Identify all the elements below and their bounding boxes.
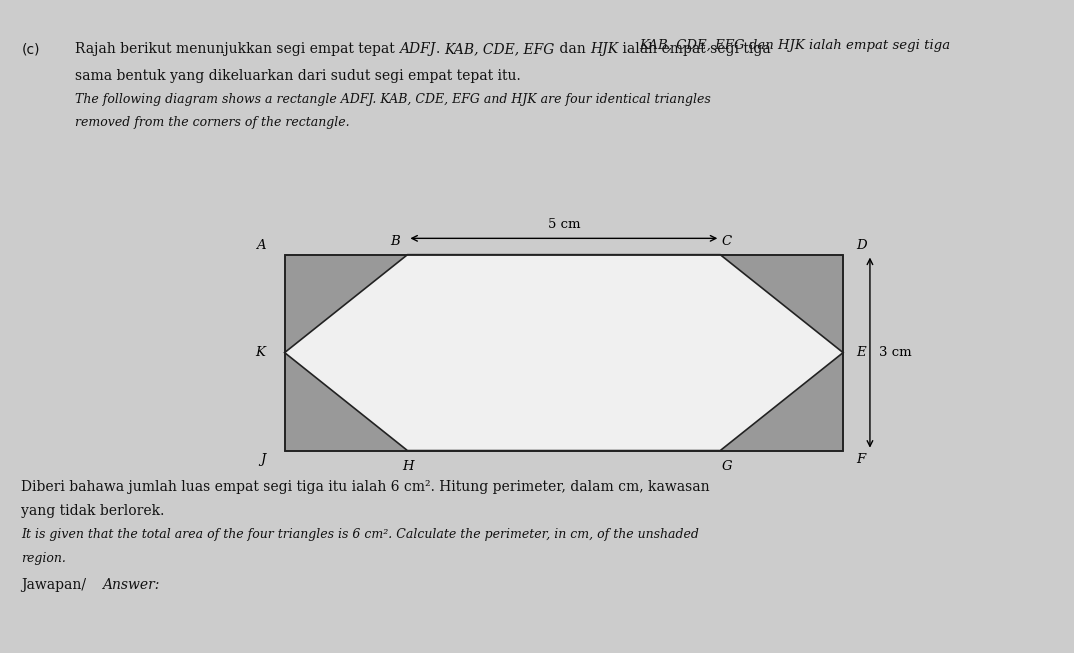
Text: D: D — [856, 239, 867, 252]
Text: 5 cm: 5 cm — [548, 217, 580, 231]
Text: (c): (c) — [21, 42, 40, 56]
Polygon shape — [285, 255, 843, 451]
Text: The following diagram shows a rectangle ADFJ. KAB, CDE, EFG and HJK are four ide: The following diagram shows a rectangle … — [75, 93, 711, 106]
Text: yang tidak berlorek.: yang tidak berlorek. — [21, 504, 164, 518]
Text: region.: region. — [21, 552, 67, 565]
Text: Jawapan/: Jawapan/ — [21, 578, 91, 592]
Text: dan: dan — [554, 42, 590, 56]
Text: .: . — [436, 42, 445, 56]
Text: K: K — [256, 346, 265, 359]
Text: Diberi bahawa jumlah luas empat segi tiga itu ialah 6 cm². Hitung perimeter, dal: Diberi bahawa jumlah luas empat segi tig… — [21, 480, 710, 494]
Text: ialah empat segi tiga: ialah empat segi tiga — [618, 42, 771, 56]
Text: E: E — [856, 346, 866, 359]
Text: J: J — [260, 453, 265, 466]
Text: B: B — [390, 235, 400, 248]
Text: HJK: HJK — [590, 42, 618, 56]
Text: F: F — [856, 453, 866, 466]
Text: ADFJ: ADFJ — [400, 42, 436, 56]
Text: Rajah berikut menunjukkan segi empat tepat: Rajah berikut menunjukkan segi empat tep… — [75, 42, 400, 56]
Text: removed from the corners of the rectangle.: removed from the corners of the rectangl… — [75, 116, 350, 129]
Text: 3 cm: 3 cm — [879, 346, 911, 359]
Text: It is given that the total area of the four triangles is 6 cm². Calculate the pe: It is given that the total area of the f… — [21, 528, 699, 541]
Text: H: H — [402, 460, 413, 473]
Text: sama bentuk yang dikeluarkan dari sudut segi empat tepat itu.: sama bentuk yang dikeluarkan dari sudut … — [75, 69, 521, 82]
Text: C: C — [722, 235, 731, 248]
Text: KAB, CDE, EFG: KAB, CDE, EFG — [445, 42, 554, 56]
Text: KAB, CDE, EFG dan HJK ialah empat segi tiga: KAB, CDE, EFG dan HJK ialah empat segi t… — [639, 39, 950, 52]
Text: Answer:: Answer: — [102, 578, 159, 592]
Polygon shape — [285, 255, 843, 451]
Text: A: A — [256, 239, 265, 252]
Text: G: G — [722, 460, 732, 473]
